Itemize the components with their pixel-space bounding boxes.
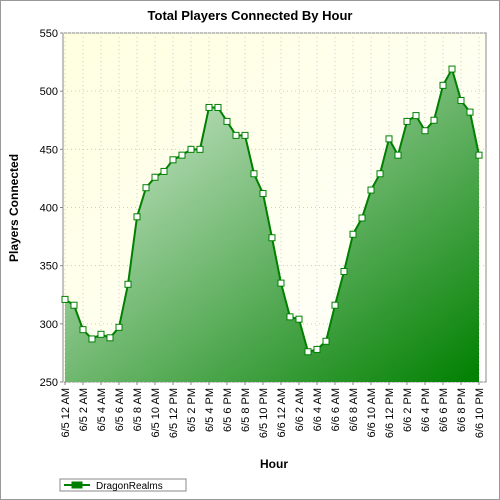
x-tick-label: 6/5 4 AM <box>96 388 108 431</box>
point <box>259 190 267 198</box>
x-tick-label: 6/5 4 PM <box>204 388 216 432</box>
point <box>241 131 249 139</box>
point <box>97 330 105 338</box>
x-tick-label: 6/5 2 AM <box>78 388 90 431</box>
point <box>115 323 123 331</box>
point <box>448 65 456 73</box>
point <box>79 326 87 334</box>
point <box>376 170 384 178</box>
point <box>466 108 474 116</box>
point <box>160 167 168 175</box>
point <box>205 103 213 111</box>
y-tick-label: 450 <box>40 144 58 156</box>
legend-label: DragonRealms <box>96 481 163 492</box>
point <box>412 112 420 120</box>
point <box>394 151 402 159</box>
x-tick-label: 6/6 12 PM <box>384 388 396 438</box>
point <box>70 301 78 309</box>
x-tick-label: 6/6 4 PM <box>420 388 432 432</box>
x-tick-label: 6/5 6 AM <box>114 388 126 431</box>
point <box>439 81 447 89</box>
x-tick-label: 6/5 10 AM <box>150 388 162 438</box>
point <box>313 345 321 353</box>
point <box>385 135 393 143</box>
x-tick-label: 6/5 6 PM <box>222 388 234 432</box>
x-tick-label: 6/5 2 PM <box>186 388 198 432</box>
x-axis-label: Hour <box>260 457 288 471</box>
x-tick-label: 6/6 8 PM <box>456 388 468 432</box>
y-tick-label: 500 <box>40 86 58 98</box>
point <box>349 230 357 238</box>
x-tick-label: 6/6 6 PM <box>438 388 450 432</box>
point <box>61 295 69 303</box>
point <box>457 96 465 104</box>
point <box>304 348 312 356</box>
point <box>232 131 240 139</box>
point <box>88 335 96 343</box>
x-tick-label: 6/6 6 AM <box>330 388 342 431</box>
point <box>178 151 186 159</box>
y-axis-label: Players Connected <box>7 154 21 262</box>
x-tick-label: 6/6 10 PM <box>474 388 486 438</box>
legend-swatch <box>71 481 83 489</box>
x-tick-label: 6/5 8 PM <box>240 388 252 432</box>
x-tick-label: 6/6 4 AM <box>312 388 324 431</box>
x-tick-label: 6/5 12 PM <box>168 388 180 438</box>
point <box>403 117 411 125</box>
area <box>65 69 479 383</box>
point <box>169 156 177 164</box>
legend <box>59 478 187 492</box>
point <box>106 334 114 342</box>
y-tick-label: 350 <box>40 261 58 273</box>
y-tick-label: 300 <box>40 319 58 331</box>
point <box>124 280 132 288</box>
y-tick-label: 550 <box>40 28 58 40</box>
x-tick-label: 6/5 8 AM <box>132 388 144 431</box>
point <box>421 127 429 135</box>
point <box>322 337 330 345</box>
point <box>277 279 285 287</box>
point <box>340 267 348 275</box>
point <box>430 116 438 124</box>
point <box>367 186 375 194</box>
point <box>286 313 294 321</box>
point <box>133 213 141 221</box>
x-tick-label: 6/6 2 PM <box>402 388 414 432</box>
x-tick-label: 6/6 2 AM <box>294 388 306 431</box>
y-tick-label: 400 <box>40 203 58 215</box>
point <box>187 145 195 153</box>
point <box>268 234 276 242</box>
x-tick-label: 6/6 10 AM <box>366 388 378 438</box>
point <box>475 151 483 159</box>
x-tick-label: 6/6 8 AM <box>348 388 360 431</box>
point <box>358 214 366 222</box>
point <box>214 103 222 111</box>
point <box>223 117 231 125</box>
point <box>196 145 204 153</box>
y-tick-label: 250 <box>40 377 58 389</box>
x-tick-label: 6/6 12 AM <box>276 388 288 438</box>
point <box>295 315 303 323</box>
point <box>151 173 159 181</box>
x-tick-label: 6/5 12 AM <box>60 388 72 438</box>
point <box>142 184 150 192</box>
point <box>331 301 339 309</box>
point <box>250 170 258 178</box>
chart-title: Total Players Connected By Hour <box>148 8 353 23</box>
x-tick-label: 6/5 10 PM <box>258 388 270 438</box>
